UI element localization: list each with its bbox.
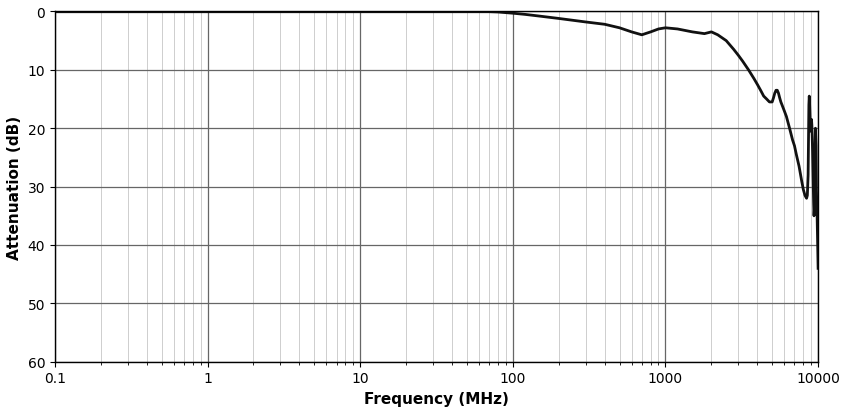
X-axis label: Frequency (MHz): Frequency (MHz) [364,391,509,406]
Y-axis label: Attenuation (dB): Attenuation (dB) [7,115,22,259]
